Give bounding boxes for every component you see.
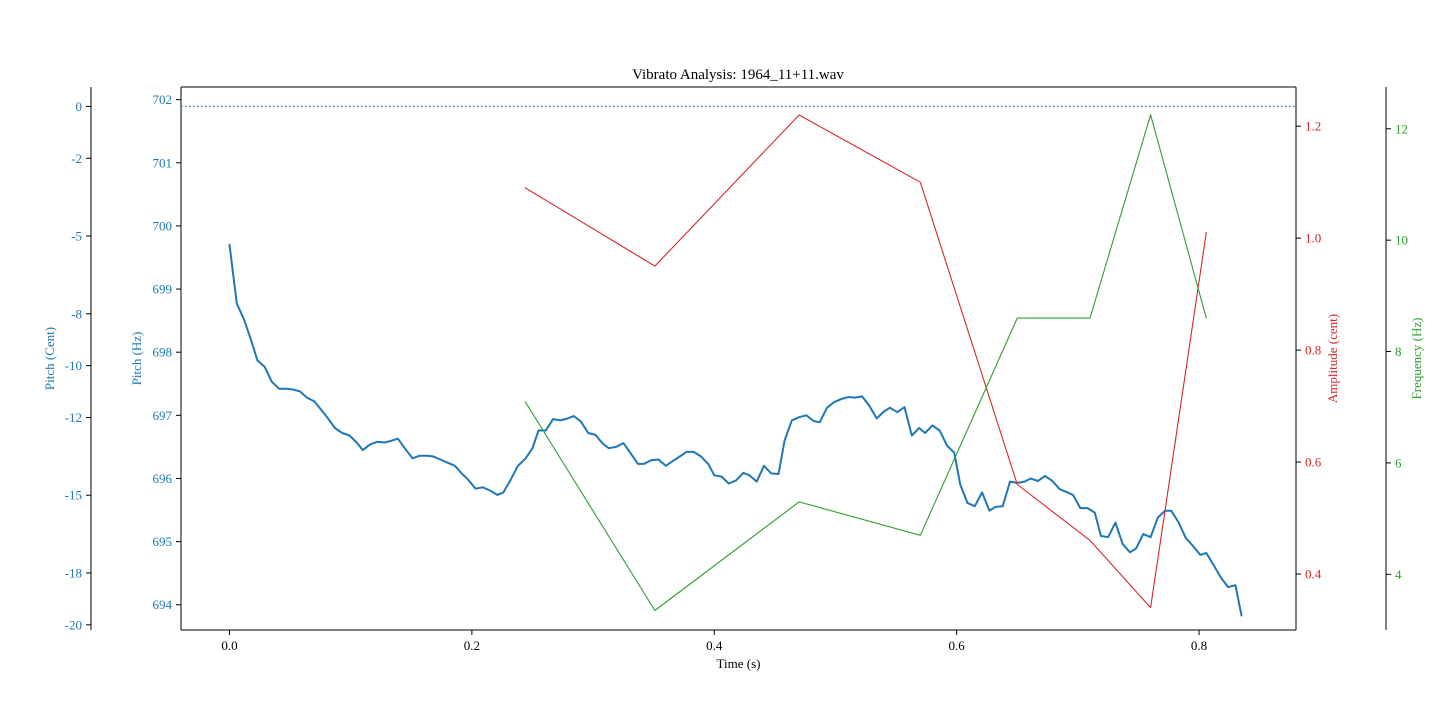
pitch-hz-tick-label: 699 <box>153 282 173 297</box>
frequency-tick-label: 6 <box>1395 455 1402 470</box>
pitch-cent-tick-label: -8 <box>71 306 82 321</box>
amplitude-tick-label: 0.4 <box>1305 567 1322 582</box>
amplitude-tick-label: 1.2 <box>1305 119 1321 134</box>
amplitude-tick-label: 0.6 <box>1305 455 1322 470</box>
x-tick-label: 0.8 <box>1191 638 1207 653</box>
pitch-cent-tick-label: -2 <box>71 151 82 166</box>
plot-layer: 0.0 0.2 0.4 0.6 0.8 Time (s) 0 -2 -5 -8 -10 -12 -15 -… <box>42 86 1424 671</box>
pitch-cent-tick-label: -5 <box>71 229 82 244</box>
pitch-hz-tick-label: 700 <box>153 218 173 233</box>
frequency-axis-label: Frequency (Hz) <box>1409 318 1424 400</box>
pitch-hz-tick-label: 701 <box>153 155 173 170</box>
x-tick-label: 0.6 <box>949 638 966 653</box>
frequency-tick-label: 8 <box>1395 344 1402 359</box>
x-tick-label: 0.0 <box>221 638 237 653</box>
amplitude-axis-label: Amplitude (cent) <box>1325 314 1340 403</box>
pitch-hz-tick-label: 698 <box>153 345 173 360</box>
amplitude-tick-label: 1.0 <box>1305 231 1321 246</box>
pitch-cent-tick-label: -18 <box>65 565 82 580</box>
pitch-cent-tick-label: -15 <box>65 488 82 503</box>
x-axis-label: Time (s) <box>717 656 761 671</box>
frequency-tick-label: 12 <box>1395 121 1408 136</box>
x-tick-label: 0.2 <box>464 638 480 653</box>
pitch-cent-tick-label: -10 <box>65 358 82 373</box>
pitch-hz-tick-label: 696 <box>153 471 173 486</box>
pitch-cent-tick-label: -20 <box>65 617 82 632</box>
pitch-hz-tick-label: 695 <box>153 534 173 549</box>
x-tick-label: 0.4 <box>706 638 723 653</box>
frequency-series-line <box>524 114 1207 612</box>
pitch-hz-series-line <box>228 243 1243 617</box>
frequency-tick-label: 10 <box>1395 233 1408 248</box>
pitch-hz-tick-label: 694 <box>153 597 173 612</box>
pitch-cent-axis-label: Pitch (Cent) <box>42 327 57 390</box>
pitch-hz-tick-label: 702 <box>153 92 173 107</box>
pitch-hz-axis-label: Pitch (Hz) <box>129 332 144 386</box>
amplitude-series-line <box>524 114 1207 609</box>
frequency-tick-label: 4 <box>1395 567 1402 582</box>
pitch-cent-tick-label: 0 <box>76 99 83 114</box>
pitch-hz-tick-label: 697 <box>153 408 173 423</box>
pitch-cent-tick-label: -12 <box>65 410 82 425</box>
amplitude-tick-label: 0.8 <box>1305 343 1321 358</box>
chart-title: Vibrato Analysis: 1964_11+11.wav <box>632 67 844 83</box>
